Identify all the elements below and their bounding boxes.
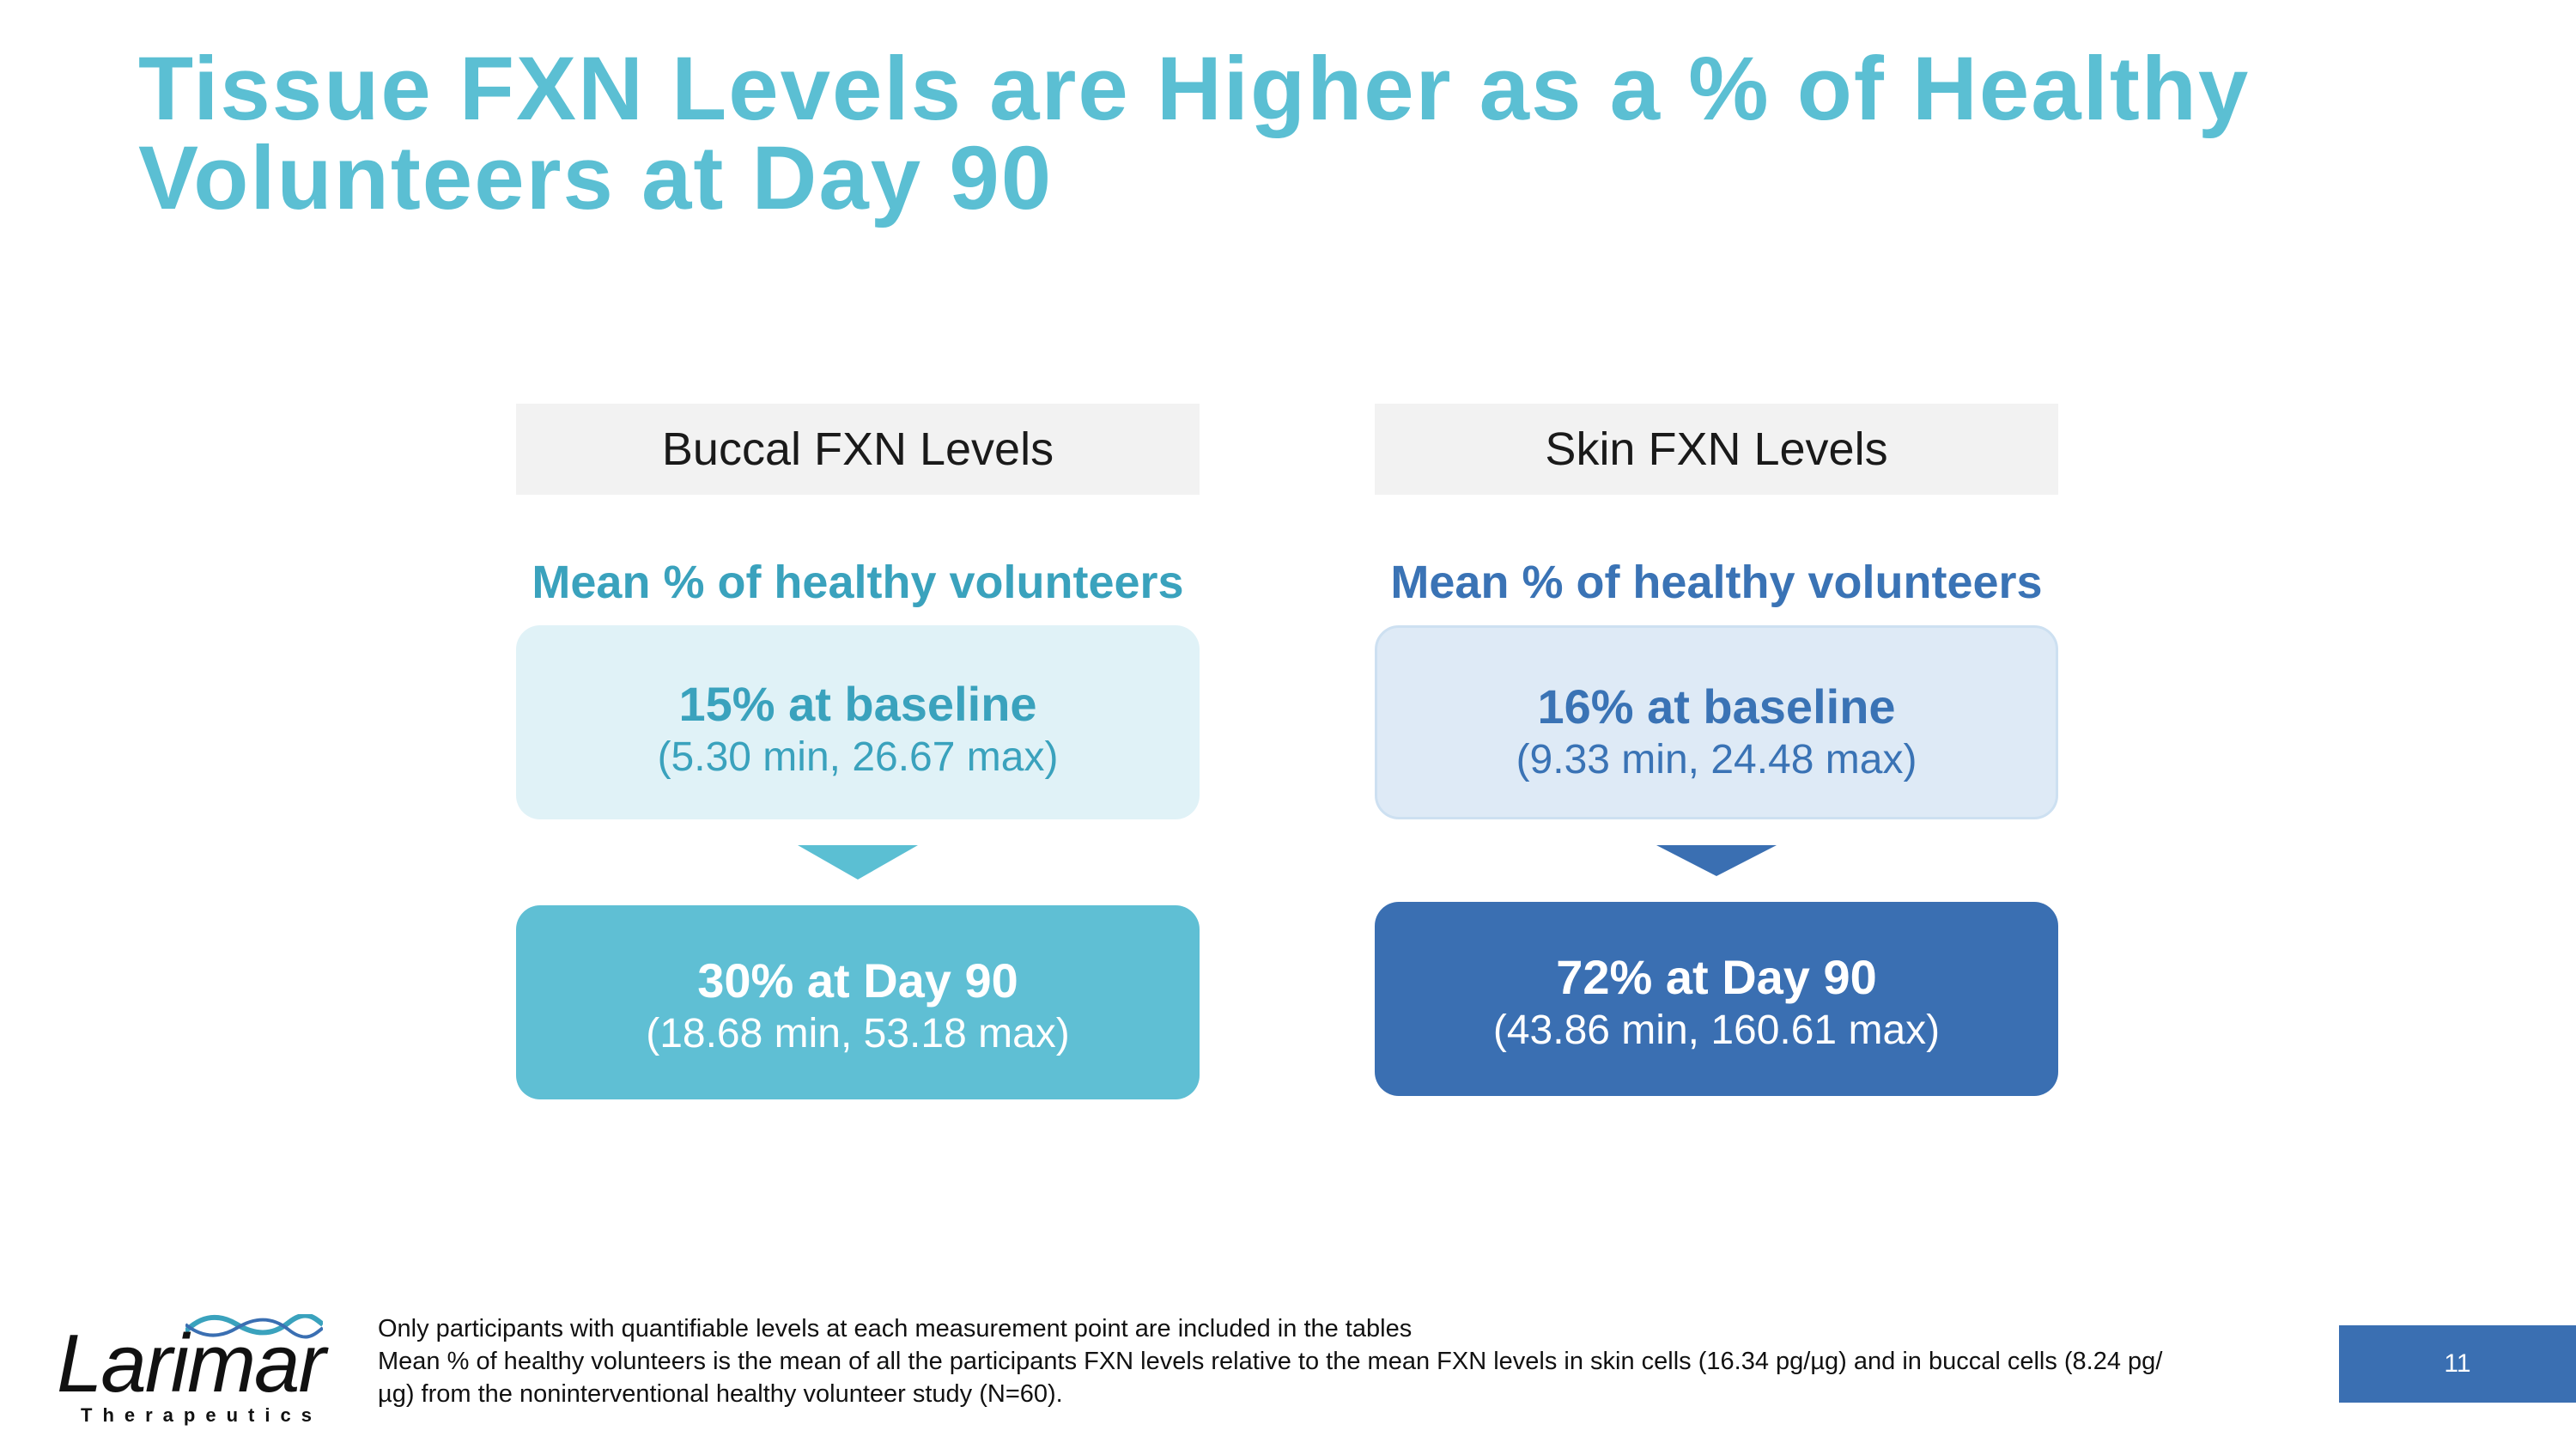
slide-title-line-2: Volunteers at Day 90 [138, 128, 1054, 228]
buccal-subtitle: Mean % of healthy volunteers [532, 557, 1184, 608]
larimar-logo: Larimar Therapeutics [57, 1314, 325, 1426]
logo-helix-icon [185, 1314, 323, 1339]
buccal-panel: Buccal FXN Levels Mean % of healthy volu… [516, 404, 1200, 1099]
skin-down-arrow-icon [1656, 845, 1777, 876]
footnote-line-2: Mean % of healthy volunteers is the mean… [378, 1348, 2163, 1408]
skin-subtitle: Mean % of healthy volunteers [1390, 557, 2043, 608]
slide-title-line-1: Tissue FXN Levels are Higher as a % of H… [138, 39, 2251, 139]
skin-day90-value: 72% at Day 90 [1556, 950, 1877, 1004]
logo-wordmark: Larimar [57, 1318, 325, 1409]
logo-subtitle: Therapeutics [81, 1404, 322, 1426]
footnote-line-1: Only participants with quantifiable leve… [378, 1315, 1413, 1342]
footnotes: Only participants with quantifiable leve… [378, 1312, 2198, 1410]
buccal-down-arrow-icon [798, 845, 918, 880]
skin-day90-box: 72% at Day 90 (43.86 min, 160.61 max) [1375, 902, 2058, 1096]
skin-baseline-value: 16% at baseline [1537, 679, 1896, 734]
skin-day90-range: (43.86 min, 160.61 max) [1492, 1008, 1941, 1053]
buccal-day90-value: 30% at Day 90 [697, 953, 1018, 1008]
skin-baseline-range: (9.33 min, 24.48 max) [1516, 737, 1917, 782]
buccal-day90-range: (18.68 min, 53.18 max) [646, 1011, 1070, 1056]
buccal-day90-box: 30% at Day 90 (18.68 min, 53.18 max) [516, 905, 1200, 1099]
buccal-header: Buccal FXN Levels [516, 404, 1200, 495]
skin-header: Skin FXN Levels [1375, 404, 2058, 495]
buccal-baseline-range: (5.30 min, 26.67 max) [657, 734, 1059, 780]
slide-title: Tissue FXN Levels are Higher as a % of H… [138, 39, 2457, 228]
skin-panel: Skin FXN Levels Mean % of healthy volunt… [1375, 404, 2058, 1096]
buccal-baseline-box: 15% at baseline (5.30 min, 26.67 max) [516, 625, 1200, 819]
buccal-baseline-value: 15% at baseline [678, 677, 1037, 731]
skin-baseline-box: 16% at baseline (9.33 min, 24.48 max) [1375, 625, 2058, 819]
page-number: 11 [2339, 1325, 2576, 1403]
